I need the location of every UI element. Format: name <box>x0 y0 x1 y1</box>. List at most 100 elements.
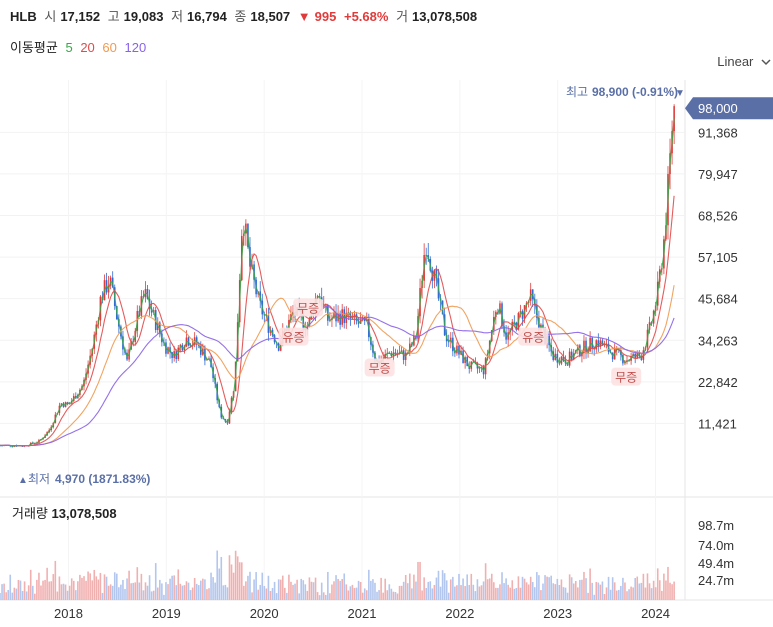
volume-bar <box>503 583 505 600</box>
volume-bar <box>570 577 573 600</box>
volume-bar <box>595 581 598 600</box>
volume-bar <box>70 578 73 600</box>
volume-bar <box>648 583 651 600</box>
volume-bar <box>42 580 44 600</box>
volume-bar <box>169 578 171 600</box>
volume-bar <box>615 590 618 600</box>
volume-bar <box>77 581 79 600</box>
scale-label: Linear <box>717 54 754 69</box>
volume-bar <box>279 579 282 600</box>
volume-bar <box>628 589 630 600</box>
volume-bar <box>230 564 233 600</box>
volume-bar <box>277 579 280 600</box>
volume-bar <box>31 585 34 600</box>
volume-bar <box>572 583 575 600</box>
last-price-badge <box>685 97 773 120</box>
volume-bar <box>318 595 321 600</box>
volume-bar <box>271 587 274 600</box>
volume-bar <box>482 581 485 600</box>
volume-bar <box>632 587 634 600</box>
volume-bar <box>562 587 565 600</box>
volume-panel-title: 거래량 13,078,508 <box>12 503 117 522</box>
volume-bar <box>337 578 339 600</box>
volume-bar <box>568 574 571 600</box>
volume-bar <box>23 581 26 600</box>
volume-bar <box>402 581 405 600</box>
volume-bar <box>353 588 356 600</box>
close-value: 18,507 <box>250 9 291 24</box>
high-value: 19,083 <box>123 9 164 24</box>
x-tick-label: 2020 <box>250 606 279 621</box>
volume-bar <box>85 580 87 600</box>
volume-bar <box>515 587 518 600</box>
volume-bar <box>253 579 255 600</box>
volume-bar <box>136 567 139 600</box>
volume-bar <box>540 590 542 600</box>
volume-bar <box>382 592 384 600</box>
high-marker-label: 최고 <box>566 85 588 99</box>
volume-bar <box>103 574 106 600</box>
volume-bar <box>398 585 401 600</box>
volume-bar <box>599 584 602 600</box>
volume-bar <box>222 585 225 600</box>
volume-bar <box>365 590 368 600</box>
volume-bar <box>9 574 12 600</box>
volume-bar <box>15 588 18 600</box>
volume-tick-label: 24.7m <box>698 573 734 588</box>
volume-bar <box>640 582 643 600</box>
price-header: HLB 시 17,152 고 19,083 저 16,794 종 18,507 ▼ 995… <box>10 6 481 25</box>
volume-bar <box>290 581 292 600</box>
volume-bar <box>406 583 409 600</box>
volume-bar <box>81 577 83 600</box>
volume-bar <box>488 578 491 600</box>
volume-bar <box>138 582 141 600</box>
volume-bar <box>607 576 610 600</box>
volume-bar <box>533 587 536 600</box>
volume-bar <box>630 586 632 600</box>
volume-bar <box>38 572 40 600</box>
high-marker-icon: ▼ <box>675 88 685 99</box>
volume-bar <box>105 576 108 600</box>
event-badge <box>293 298 324 317</box>
moving-average-legend[interactable]: 이동평균 5 20 60 120 <box>10 37 150 56</box>
volume-bar <box>470 573 473 600</box>
volume-bar <box>656 568 659 600</box>
volume-bar <box>601 581 604 600</box>
change-percent: +5.68% <box>343 9 389 24</box>
volume-bar <box>60 584 63 600</box>
volume-bar <box>89 573 91 600</box>
volume-bar <box>247 575 249 600</box>
volume-bar <box>499 584 501 600</box>
volume-bar <box>195 583 198 600</box>
volume-bar <box>292 584 294 600</box>
volume-bar <box>361 592 364 600</box>
volume-bar <box>142 590 145 600</box>
volume-bar <box>324 594 327 600</box>
volume-bar <box>304 584 307 600</box>
price-tick-label: 22,842 <box>698 375 738 390</box>
volume-bar <box>13 587 16 600</box>
volume-bar <box>556 578 559 600</box>
volume-bar <box>513 588 516 600</box>
volume-bar <box>263 586 266 600</box>
volume-bar <box>449 579 452 600</box>
volume-bar <box>394 592 397 600</box>
price-tick-label: 34,263 <box>698 333 738 348</box>
volume-bar <box>19 580 22 600</box>
volume-bar <box>156 587 159 600</box>
volume-bar <box>665 580 667 600</box>
volume-bar <box>40 585 42 600</box>
chevron-down-icon <box>761 59 771 66</box>
volume-bar <box>44 579 46 600</box>
volume-bar <box>3 583 5 600</box>
volume-bar <box>234 550 237 600</box>
volume-bar <box>376 591 378 600</box>
volume-bar <box>517 576 520 600</box>
volume-bar <box>97 579 100 600</box>
volume-bar <box>329 593 331 600</box>
volume-bar <box>163 594 165 600</box>
scale-selector[interactable]: Linear <box>717 54 771 69</box>
volume-bar <box>200 580 202 600</box>
volume-bar <box>462 578 464 600</box>
